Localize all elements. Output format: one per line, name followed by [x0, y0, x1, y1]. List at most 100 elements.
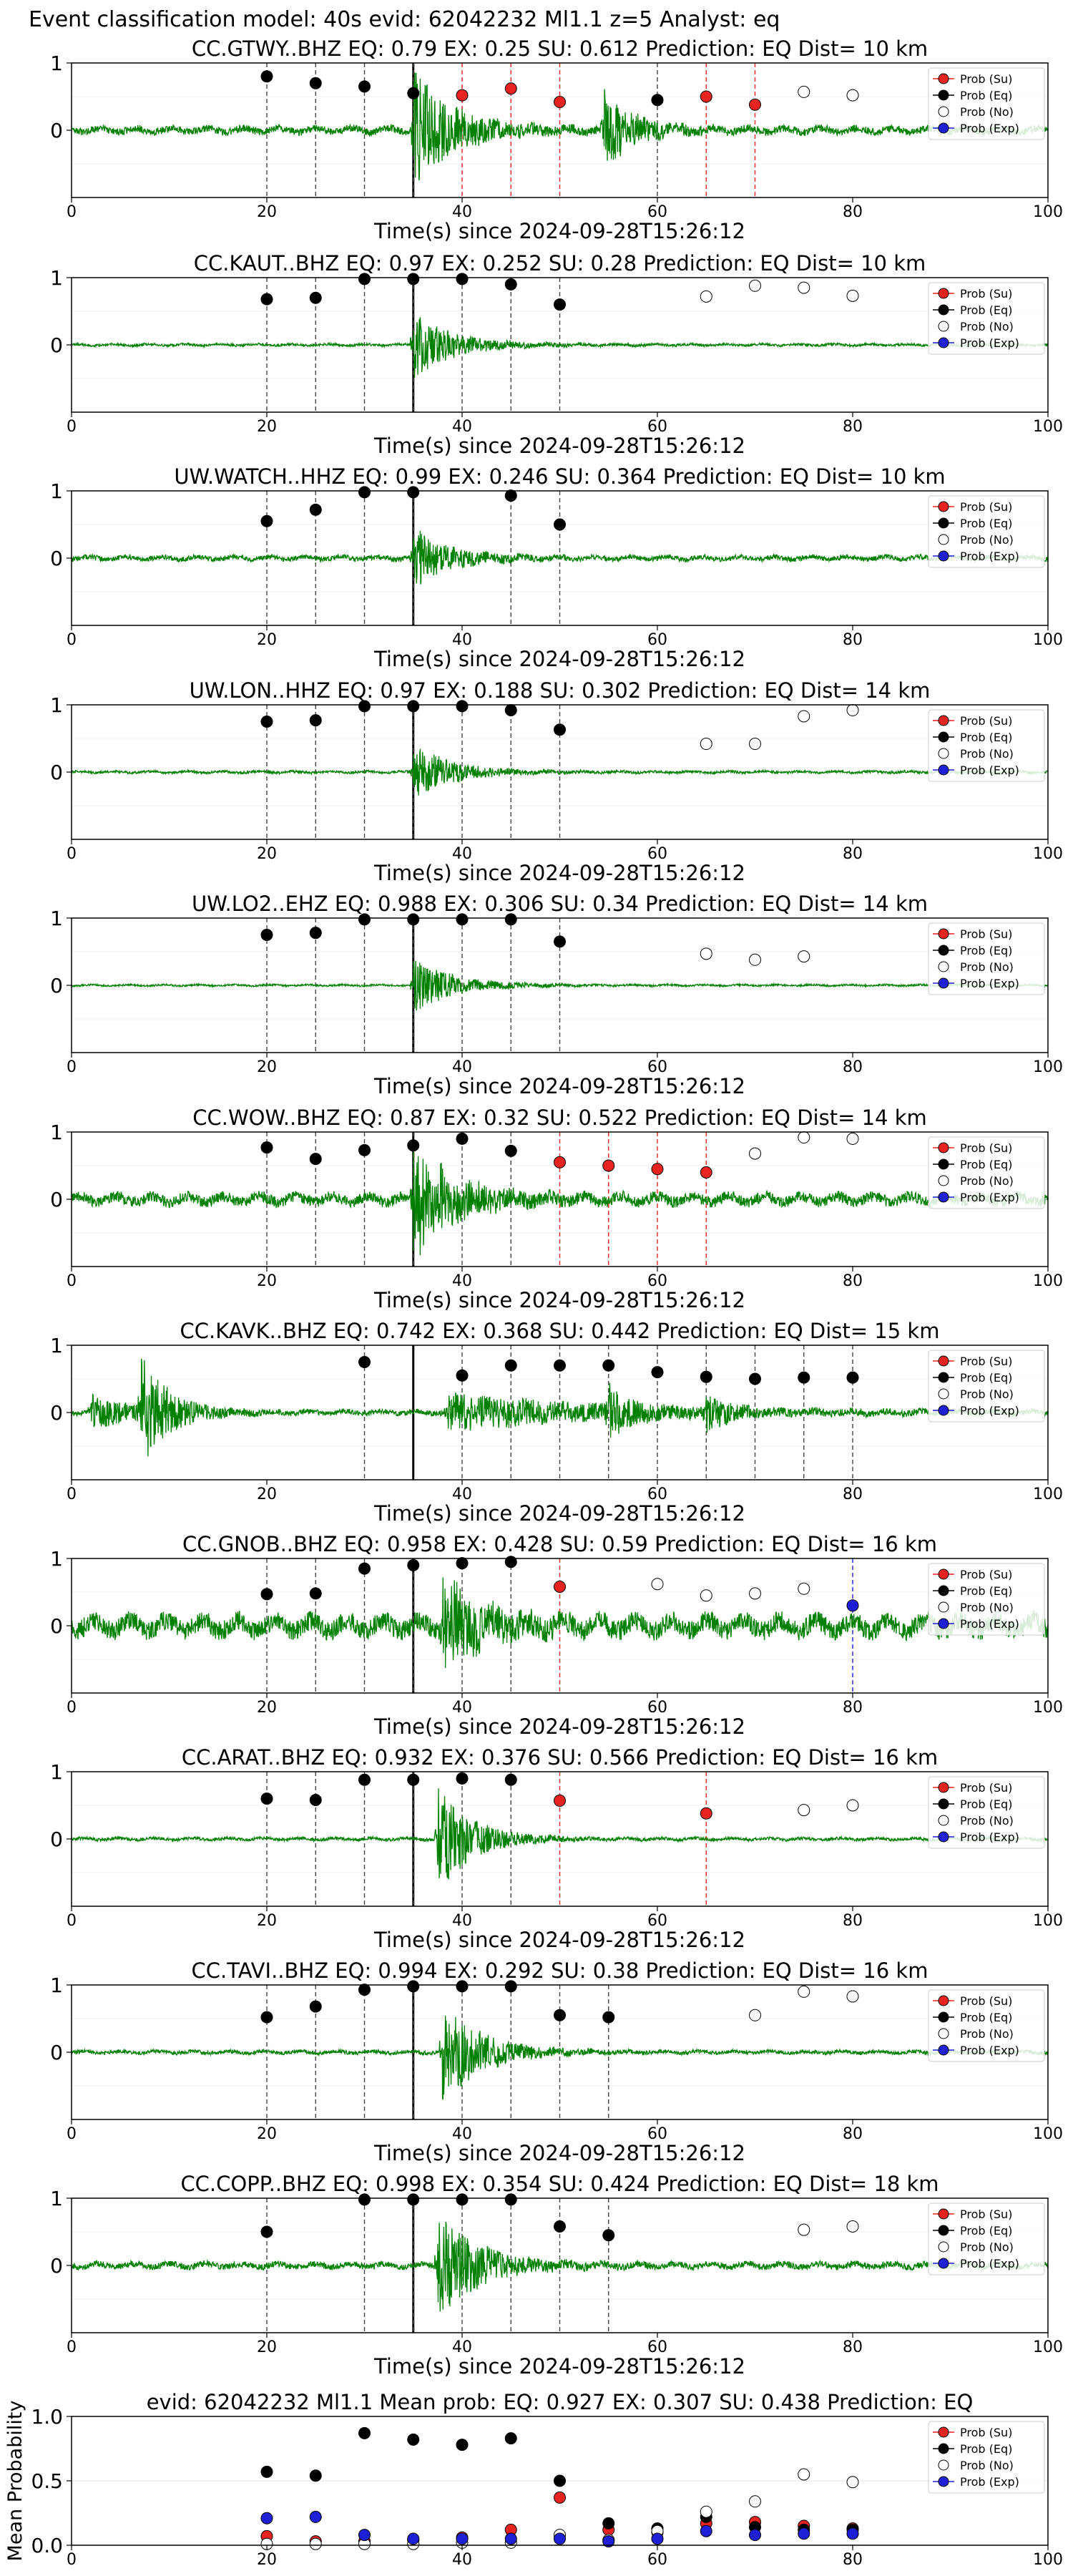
legend-marker-no [938, 2241, 949, 2253]
y-tick-label: 0 [50, 547, 63, 570]
legend-label-eq: Prob (Eq) [960, 517, 1012, 530]
x-tick-label: 0 [67, 203, 77, 221]
y-tick-label: 0 [50, 1401, 63, 1425]
panel-title: CC.WOW..BHZ EQ: 0.87 EX: 0.32 SU: 0.522 … [192, 1106, 927, 1130]
x-tick-label: 40 [452, 845, 472, 863]
prob-marker-no [798, 710, 810, 723]
x-axis-label: Time(s) since 2024-09-28T15:26:12 [373, 2354, 745, 2379]
x-tick-label: 0 [67, 1912, 77, 1930]
legend-label-exp: Prob (Exp) [960, 1404, 1019, 1418]
legend-box [928, 1136, 1045, 1209]
legend-marker-exp [938, 2476, 949, 2487]
prob-marker-eq [407, 87, 420, 99]
prob-marker-su [456, 89, 469, 102]
prob-marker-eq [456, 273, 469, 286]
legend-marker-no [938, 1175, 949, 1186]
x-tick-label: 100 [1033, 418, 1063, 436]
prob-marker-eq [456, 1369, 469, 1382]
prob-marker-eq [260, 514, 273, 527]
y-tick-label: 0 [50, 761, 63, 784]
panel-9: CC.ARAT..BHZ EQ: 0.932 EX: 0.376 SU: 0.5… [50, 1745, 1063, 1952]
panel-5: UW.LO2..EHZ EQ: 0.988 EX: 0.306 SU: 0.34… [50, 892, 1063, 1098]
prob-marker-eq [554, 2009, 566, 2021]
mean-prob-marker-exp [358, 2529, 371, 2542]
x-axis-label: Time(s) since 2024-09-28T15:26:12 [373, 861, 745, 885]
legend-label-su: Prob (Su) [960, 72, 1012, 86]
prob-marker-eq [358, 913, 371, 926]
x-tick-label: 0 [67, 631, 77, 649]
y-tick-label: 0.0 [31, 2534, 63, 2557]
y-tick-label: 0 [50, 2041, 63, 2064]
x-tick-label: 60 [647, 1058, 667, 1076]
x-tick-label: 100 [1033, 631, 1063, 649]
panel-title: evid: 62042232 Ml1.1 Mean prob: EQ: 0.92… [147, 2390, 974, 2414]
prob-marker-no [798, 950, 810, 963]
prob-marker-eq [358, 2193, 371, 2206]
legend-label-eq: Prob (Eq) [960, 1797, 1012, 1811]
legend-box [928, 709, 1045, 782]
legend-label-exp: Prob (Exp) [960, 977, 1019, 990]
legend-marker-exp [938, 1831, 949, 1843]
mean-prob-marker-exp [798, 2527, 810, 2540]
mean-prob-marker-eq [309, 2469, 322, 2482]
x-axis-label: Time(s) since 2024-09-28T15:26:12 [373, 1714, 745, 1739]
legend-marker-no [938, 1601, 949, 1613]
legend-box [928, 1776, 1045, 1849]
legend-label-exp: Prob (Exp) [960, 2475, 1019, 2489]
prob-marker-no [846, 2220, 859, 2233]
prob-marker-eq [260, 70, 273, 83]
y-tick-label: 0 [50, 1828, 63, 1851]
y-tick-label: 0 [50, 974, 63, 997]
x-tick-label: 100 [1033, 1272, 1063, 1290]
mean-prob-marker-no [749, 2495, 761, 2508]
prob-marker-eq [602, 2011, 615, 2024]
legend-label-no: Prob (No) [960, 960, 1014, 974]
legend-marker-no [938, 321, 949, 332]
prob-marker-eq [456, 1980, 469, 1993]
mean-prob-marker-no [309, 2537, 322, 2550]
legend-marker-no [938, 2028, 949, 2039]
x-tick-label: 80 [843, 2338, 863, 2356]
mean-prob-marker-exp [260, 2512, 273, 2524]
prob-marker-eq [358, 273, 371, 286]
x-tick-label: 20 [257, 1272, 277, 1290]
legend-marker-su [938, 2208, 949, 2220]
prob-marker-su [554, 1794, 566, 1807]
panel-title: UW.LON..HHZ EQ: 0.97 EX: 0.188 SU: 0.302… [190, 678, 931, 703]
legend-marker-no [938, 961, 949, 972]
prob-marker-eq [358, 1356, 371, 1368]
panel-10: CC.TAVI..BHZ EQ: 0.994 EX: 0.292 SU: 0.3… [50, 1958, 1063, 2165]
waveform-trace [71, 530, 1049, 585]
y-tick-label: 0.5 [31, 2469, 63, 2493]
prob-marker-no [846, 289, 859, 302]
mean-prob-marker-exp [456, 2532, 469, 2545]
x-tick-label: 0 [67, 1485, 77, 1503]
x-tick-label: 100 [1033, 2551, 1063, 2569]
legend-marker-no [938, 1388, 949, 1400]
x-tick-label: 20 [257, 2551, 277, 2569]
legend-marker-su [938, 1568, 949, 1580]
prob-marker-eq [260, 1588, 273, 1601]
x-tick-label: 60 [647, 845, 667, 863]
y-tick-label: 0 [50, 2254, 63, 2278]
prob-marker-eq [456, 913, 469, 926]
legend-label-no: Prob (No) [960, 2027, 1014, 2041]
mean-prob-marker-eq [554, 2474, 566, 2487]
legend-label-exp: Prob (Exp) [960, 1830, 1019, 1844]
x-tick-label: 20 [257, 2125, 277, 2143]
legend-box [928, 282, 1045, 355]
x-tick-label: 100 [1033, 2125, 1063, 2143]
prob-marker-eq [554, 723, 566, 736]
mean-prob-marker-eq [260, 2465, 273, 2478]
prob-marker-eq [504, 1556, 517, 1568]
mean-prob-marker-eq [504, 2432, 517, 2445]
prob-marker-eq [358, 1562, 371, 1575]
legend-label-eq: Prob (Eq) [960, 2011, 1012, 2024]
panel-11: CC.COPP..BHZ EQ: 0.998 EX: 0.354 SU: 0.4… [50, 2172, 1063, 2379]
prob-marker-su [554, 96, 566, 109]
x-tick-label: 20 [257, 1485, 277, 1503]
prob-marker-eq [309, 1153, 322, 1166]
prob-marker-eq [407, 1980, 420, 1993]
prob-marker-eq [260, 2225, 273, 2238]
prob-marker-no [749, 279, 761, 292]
